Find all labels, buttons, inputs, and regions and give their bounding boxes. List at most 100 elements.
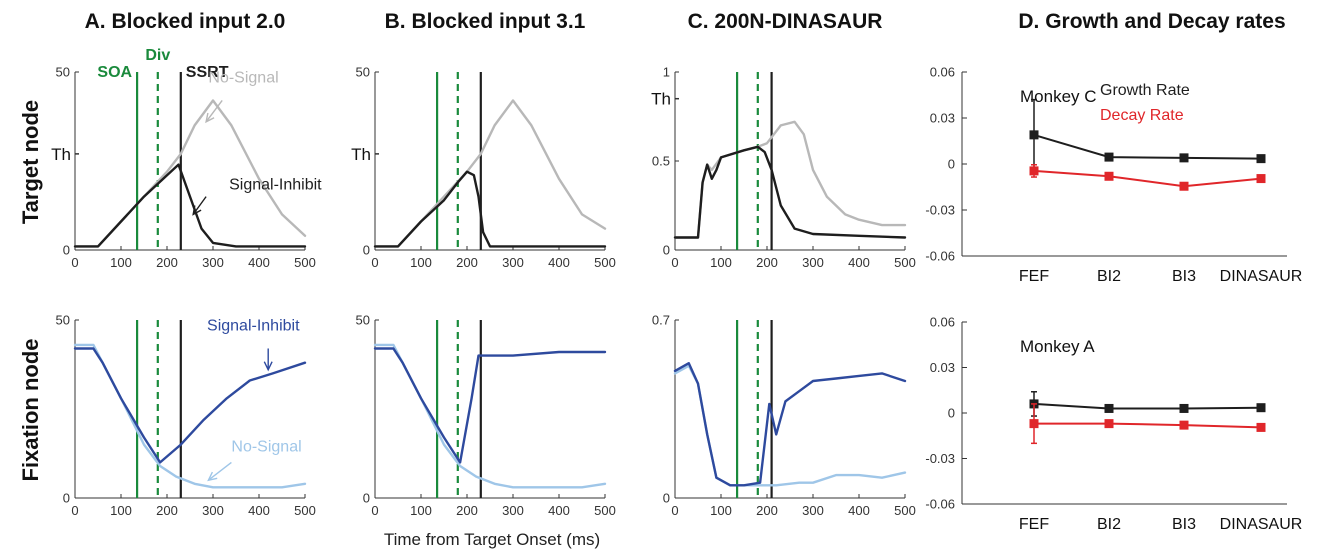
category-label: BI3	[1172, 268, 1196, 285]
x-tick-label: 100	[710, 255, 732, 270]
series-line	[673, 362, 907, 487]
panel-title: B. Blocked input 3.1	[385, 10, 586, 33]
data-point	[1256, 403, 1266, 413]
x-tick-label: 300	[802, 503, 824, 518]
annotation-label: Signal-Inhibit	[229, 176, 322, 193]
panel-label: Monkey C	[1020, 87, 1097, 106]
row-label-fixation-node: Fixation node	[18, 339, 43, 482]
series-line	[1033, 169, 1262, 188]
data-point	[1029, 130, 1039, 140]
y-tick-label: 0.03	[930, 111, 955, 126]
y-tick-label: 0	[948, 406, 955, 421]
x-tick-label: 300	[802, 255, 824, 270]
chart-D-top: 0.06 0.03 0 -0.03 -0.06 FEF BI2 BI3 DINASAUR Monk…	[925, 10, 1302, 285]
category-label: FEF	[1019, 268, 1049, 285]
category-label: BI2	[1097, 268, 1121, 285]
data-point	[1029, 166, 1039, 176]
y-tick-label: 50	[356, 313, 370, 328]
threshold-label: Th	[51, 145, 71, 164]
row-label-target-node: Target node	[18, 100, 43, 224]
category-label: BI2	[1097, 516, 1121, 533]
data-point	[1104, 171, 1114, 181]
data-point	[1256, 174, 1266, 184]
data-point	[1029, 419, 1039, 429]
y-tick-label: -0.06	[925, 497, 955, 512]
series-line	[73, 163, 307, 248]
category-label: BI3	[1172, 516, 1196, 533]
x-tick-label: 100	[110, 255, 132, 270]
y-tick-label: 50	[356, 65, 370, 80]
x-tick-label: 500	[894, 255, 916, 270]
annotation-label: Signal-Inhibit	[207, 318, 300, 335]
x-tick-label: 0	[671, 255, 678, 270]
y-tick-label: 0.06	[930, 315, 955, 330]
series-line	[373, 99, 607, 248]
chart-B-top: 0 100 200 300 400 500 0 50 Th B. Blocked input 3.…	[351, 10, 616, 270]
y-tick-label: 50	[56, 313, 70, 328]
series-line	[673, 364, 907, 487]
annotation-label: No-Signal	[208, 70, 278, 87]
x-tick-label: 500	[294, 503, 316, 518]
annotation-arrowhead	[207, 471, 218, 482]
x-tick-label: 500	[294, 255, 316, 270]
series-line	[673, 145, 907, 239]
x-tick-label: 300	[502, 255, 524, 270]
y-tick-label: 0	[63, 491, 70, 506]
x-tick-label: 0	[371, 255, 378, 270]
data-point	[1179, 153, 1189, 163]
category-label: FEF	[1019, 516, 1049, 533]
x-tick-label: 100	[410, 255, 432, 270]
event-label: Div	[145, 47, 170, 64]
panel-title: D. Growth and Decay rates	[1018, 10, 1285, 33]
x-tick-label: 200	[156, 255, 178, 270]
series-line	[73, 347, 307, 464]
x-tick-label: 200	[156, 503, 178, 518]
y-tick-label: -0.03	[925, 451, 955, 466]
data-point	[1179, 420, 1189, 430]
category-label: DINASAUR	[1220, 268, 1303, 285]
threshold-label: Th	[651, 90, 671, 109]
x-tick-label: 0	[371, 503, 378, 518]
x-tick-label: 500	[594, 503, 616, 518]
y-tick-label: -0.03	[925, 203, 955, 218]
x-tick-label: 500	[594, 255, 616, 270]
data-point	[1179, 403, 1189, 413]
x-axis-label: Time from Target Onset (ms)	[384, 530, 600, 549]
series-line	[73, 99, 307, 248]
annotation-arrowhead	[263, 361, 273, 372]
annotation-arrow	[207, 461, 232, 481]
series-line	[1034, 422, 1262, 429]
x-tick-label: 500	[894, 503, 916, 518]
y-tick-label: 0	[63, 243, 70, 258]
category-label: DINASAUR	[1220, 516, 1303, 533]
x-tick-label: 100	[410, 503, 432, 518]
annotation-label: No-Signal	[231, 439, 301, 456]
x-tick-label: 300	[202, 255, 224, 270]
x-tick-label: 200	[756, 255, 778, 270]
chart-C-bottom: 0 100 200 300 400 500 0 0.7	[652, 313, 916, 519]
data-point	[1104, 152, 1114, 162]
x-tick-label: 400	[248, 503, 270, 518]
data-point	[1256, 154, 1266, 164]
y-tick-label: 0.7	[652, 313, 670, 328]
legend-entry: Growth Rate	[1100, 82, 1190, 99]
data-point	[1179, 181, 1189, 191]
annotation-arrow	[205, 100, 223, 123]
y-tick-label: 0.06	[930, 65, 955, 80]
chart-B-bottom: 0 100 200 300 400 500 0 50	[356, 313, 616, 519]
x-tick-label: 400	[848, 503, 870, 518]
threshold-label: Th	[351, 145, 371, 164]
x-tick-label: 0	[71, 255, 78, 270]
chart-A-top: 0 100 200 300 400 500 0 50 Th SOA Div SSRTNo-Signal…	[51, 10, 322, 270]
x-tick-label: 0	[671, 503, 678, 518]
y-tick-label: 50	[56, 65, 70, 80]
y-tick-label: 0	[663, 243, 670, 258]
x-tick-label: 300	[202, 503, 224, 518]
series-line	[373, 170, 607, 248]
series-line	[373, 343, 607, 489]
x-tick-label: 400	[848, 255, 870, 270]
data-point	[1104, 419, 1114, 429]
panel-label: Monkey A	[1020, 337, 1095, 356]
y-tick-label: 0	[363, 491, 370, 506]
